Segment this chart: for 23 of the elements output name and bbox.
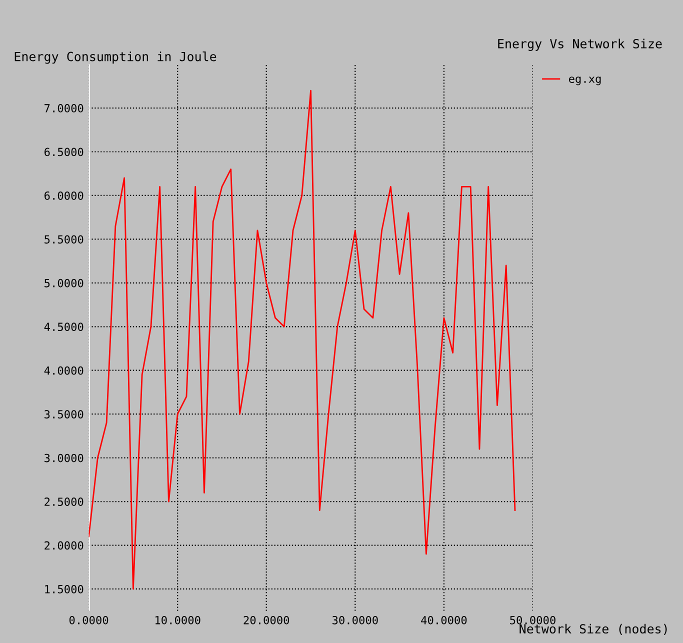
- y-tick-label: 7.0000: [44, 104, 84, 112]
- y-axis-title: Energy Consumption in Joule: [14, 52, 216, 64]
- y-tick-label: 3.0000: [44, 454, 84, 462]
- y-tick-label: 3.5000: [44, 410, 84, 418]
- y-tick-label: 4.0000: [44, 366, 84, 375]
- y-tick-label: 2.0000: [44, 541, 84, 550]
- line-series: [88, 90, 516, 590]
- legend-label: eg.xg: [568, 76, 601, 86]
- x-axis-title: Network Size (nodes): [520, 624, 667, 636]
- x-tick-label: 50.0000: [510, 616, 556, 624]
- y-tick-label: 6.5000: [44, 148, 84, 156]
- x-tick-label: 40.0000: [421, 616, 467, 624]
- x-tick-label: 20.0000: [244, 616, 290, 624]
- y-tick-label: 1.5000: [45, 584, 84, 594]
- text: Energy Vs Network Size: [498, 38, 662, 51]
- y-tick-label: 2.5000: [44, 498, 84, 506]
- y-tick-label: 5.5000: [44, 235, 84, 244]
- y-tick-label: 6.0000: [44, 191, 84, 200]
- x-tick-label: 30.0000: [332, 616, 378, 624]
- x-tick-label: 10.0000: [156, 616, 200, 624]
- x-tick-label: 0.0000: [69, 616, 108, 624]
- y-tick-label: 4.5000: [44, 322, 84, 332]
- y-tick-label: 5.0000: [44, 278, 84, 288]
